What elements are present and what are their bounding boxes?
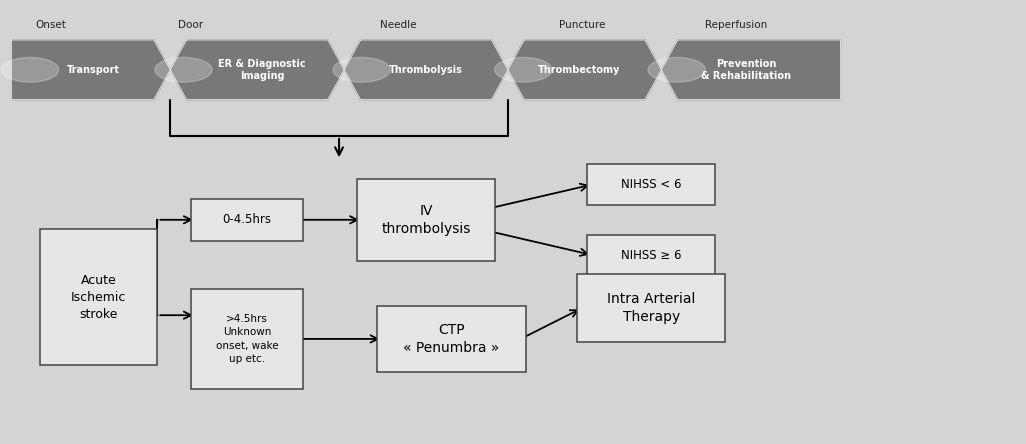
Circle shape: [495, 57, 552, 82]
FancyBboxPatch shape: [357, 179, 496, 261]
Polygon shape: [344, 40, 508, 99]
Polygon shape: [11, 40, 170, 99]
FancyBboxPatch shape: [577, 274, 725, 342]
Text: 0-4.5hrs: 0-4.5hrs: [223, 213, 272, 226]
Text: >4.5hrs
Unknown
onset, wake
up etc.: >4.5hrs Unknown onset, wake up etc.: [215, 314, 278, 364]
Circle shape: [332, 57, 390, 82]
Text: ER & Diagnostic
Imaging: ER & Diagnostic Imaging: [219, 59, 306, 81]
Text: NIHSS ≥ 6: NIHSS ≥ 6: [621, 249, 681, 262]
Text: IV
thrombolysis: IV thrombolysis: [382, 204, 471, 236]
Text: Prevention
& Rehabilitation: Prevention & Rehabilitation: [702, 59, 791, 81]
FancyBboxPatch shape: [191, 289, 304, 388]
Polygon shape: [508, 40, 662, 99]
Text: Onset: Onset: [35, 20, 66, 30]
Text: Needle: Needle: [381, 20, 417, 30]
FancyBboxPatch shape: [587, 164, 715, 205]
Text: Thrombectomy: Thrombectomy: [539, 65, 621, 75]
FancyBboxPatch shape: [191, 199, 304, 241]
Text: Reperfusion: Reperfusion: [705, 20, 767, 30]
Text: Door: Door: [179, 20, 203, 30]
FancyBboxPatch shape: [378, 306, 525, 372]
FancyBboxPatch shape: [587, 235, 715, 275]
Text: Intra Arterial
Therapy: Intra Arterial Therapy: [607, 292, 696, 324]
Text: Transport: Transport: [67, 65, 120, 75]
Circle shape: [648, 57, 705, 82]
Circle shape: [155, 57, 212, 82]
Text: CTP
« Penumbra »: CTP « Penumbra »: [403, 323, 500, 355]
Text: Puncture: Puncture: [559, 20, 605, 30]
Text: Thrombolysis: Thrombolysis: [389, 65, 463, 75]
Polygon shape: [170, 40, 344, 99]
Polygon shape: [662, 40, 840, 99]
Circle shape: [1, 57, 58, 82]
FancyBboxPatch shape: [40, 229, 157, 365]
Text: Acute
Ischemic
stroke: Acute Ischemic stroke: [71, 274, 126, 321]
Text: NIHSS < 6: NIHSS < 6: [621, 178, 681, 191]
